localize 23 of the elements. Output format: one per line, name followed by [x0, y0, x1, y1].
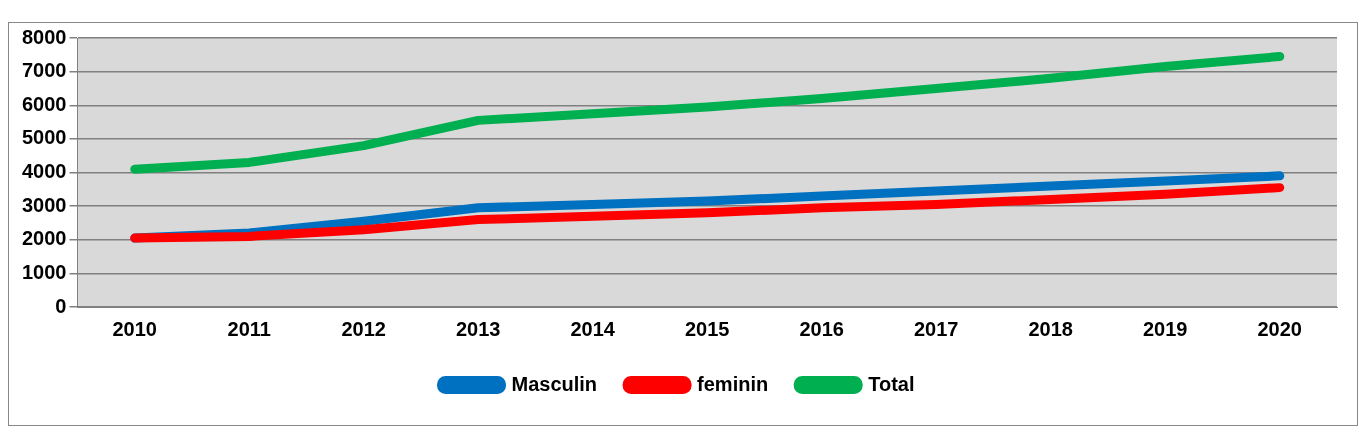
x-tick-label: 2012 [341, 317, 386, 340]
y-tick-label: 3000 [21, 193, 67, 216]
x-tick-label: 2015 [685, 317, 730, 340]
y-tick-label: 8000 [21, 25, 67, 48]
y-tick-label: 6000 [21, 92, 67, 115]
x-tick-label: 2019 [1143, 317, 1188, 340]
x-tick-label: 2011 [227, 317, 271, 340]
x-tick-label: 2020 [1257, 317, 1302, 340]
legend-label: Masculin [511, 372, 598, 395]
x-tick-label: 2013 [455, 317, 501, 340]
y-tick-label: 5000 [21, 126, 67, 149]
y-tick-label: 0 [55, 294, 67, 317]
y-tick-label: 4000 [21, 160, 67, 183]
x-tick-label: 2016 [799, 317, 844, 340]
legend-label: Total [868, 372, 915, 395]
legend-label: feminin [697, 372, 769, 395]
y-tick-label: 2000 [21, 227, 67, 250]
x-tick-label: 2017 [914, 317, 959, 340]
x-tick-label: 2010 [112, 317, 157, 340]
y-tick-label: 7000 [21, 59, 67, 82]
y-tick-label: 1000 [21, 260, 67, 283]
x-tick-label: 2014 [570, 317, 616, 340]
x-tick-label: 2018 [1028, 317, 1073, 340]
